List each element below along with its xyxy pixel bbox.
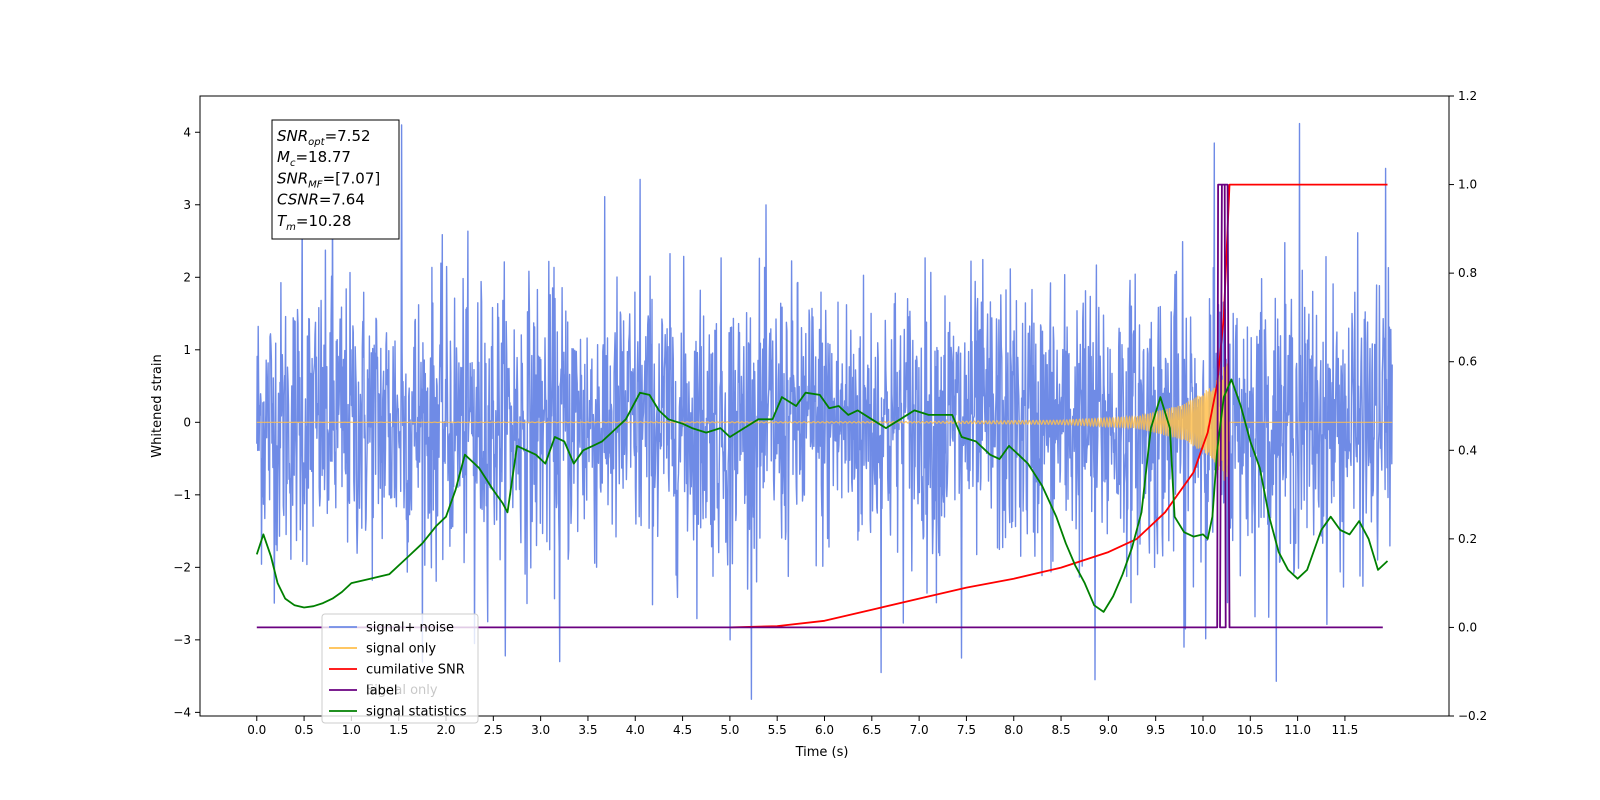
y2-tick-label: 0.0 [1458, 620, 1477, 634]
x-tick-label: 1.5 [389, 723, 408, 737]
y2-tick-label: −0.2 [1458, 709, 1487, 723]
x-tick-label: 0.0 [247, 723, 266, 737]
x-tick-label: 3.5 [578, 723, 597, 737]
x-tick-label: 2.5 [484, 723, 503, 737]
legend: Signal only signal+ noise signal only cumil… [321, 613, 479, 724]
legend-frame [321, 613, 479, 724]
x-tick-label: 9.5 [1146, 723, 1165, 737]
x-tick-label: 9.0 [1099, 723, 1118, 737]
legend-label: signal+ noise [366, 621, 454, 636]
legend-label: signal only [366, 642, 436, 657]
y-tick-label: 4 [183, 125, 191, 139]
legend-hidden-text: Signal only [366, 683, 438, 698]
series-signal-noise [256, 122, 1393, 700]
y2-tick-label: 0.6 [1458, 355, 1477, 369]
y-tick-label: −1 [173, 488, 191, 502]
plot-area [255, 122, 1393, 700]
annotation-line: CSNR=7.64 [277, 191, 365, 209]
series-label [256, 183, 1383, 629]
legend-label: signal statistics [366, 705, 467, 720]
x-tick-label: 6.5 [862, 723, 881, 737]
y-tick-label: 2 [183, 270, 191, 284]
x-tick-label: 0.5 [295, 723, 314, 737]
y2-tick-label: 1.2 [1458, 89, 1477, 103]
x-tick-label: 11.0 [1284, 723, 1311, 737]
y2-tick-label: 0.8 [1458, 266, 1477, 280]
x-tick-label: 5.0 [720, 723, 739, 737]
x-tick-label: 10.0 [1190, 723, 1217, 737]
x-tick-label: 4.0 [626, 723, 645, 737]
axis-ticks: 0.0 0.5 1.0 1.5 2.0 2.5 3.0 3.5 4.0 4.5 5.0 5.5 6.0 6… [173, 89, 1487, 737]
legend-label: cumilative SNR [366, 663, 465, 678]
annotation-line: Mc=18.77 [277, 148, 351, 169]
series-signal-only [256, 361, 1393, 481]
y2-tick-label: 0.4 [1458, 443, 1477, 457]
annotation-line: SNRopt=7.52 [277, 127, 371, 148]
y-tick-label: 0 [183, 415, 191, 429]
y-axis-label: Whitened strain [150, 354, 165, 457]
x-tick-label: 8.5 [1052, 723, 1071, 737]
x-tick-label: 7.0 [910, 723, 929, 737]
x-tick-label: 6.0 [815, 723, 834, 737]
annotation-line: Tm=10.28 [277, 212, 351, 233]
y2-tick-label: 1.0 [1458, 178, 1477, 192]
x-axis-label: Time (s) [795, 745, 849, 760]
x-tick-label: 4.5 [673, 723, 692, 737]
y-tick-label: 3 [183, 198, 191, 212]
x-tick-label: 5.5 [768, 723, 787, 737]
y-tick-label: −4 [173, 705, 191, 719]
x-tick-label: 8.0 [1004, 723, 1023, 737]
x-tick-label: 7.5 [957, 723, 976, 737]
y-tick-label: 1 [183, 343, 191, 357]
y-tick-label: −2 [173, 560, 191, 574]
x-tick-label: 2.0 [436, 723, 455, 737]
annotation-line: SNRMF=[7.07] [277, 169, 380, 190]
x-tick-label: 11.5 [1332, 723, 1359, 737]
x-tick-label: 3.0 [531, 723, 550, 737]
series-group [255, 122, 1393, 700]
y-tick-label: −3 [173, 633, 191, 647]
y2-tick-label: 0.2 [1458, 532, 1477, 546]
x-tick-label: 10.5 [1237, 723, 1264, 737]
annotation-frame [271, 119, 400, 240]
x-tick-label: 1.0 [342, 723, 361, 737]
annotation-box: SNRopt=7.52Mc=18.77SNRMF=[7.07]CSNR=7.64… [271, 119, 400, 240]
legend-label: label [366, 684, 397, 699]
series-signal-statistics [255, 378, 1389, 613]
